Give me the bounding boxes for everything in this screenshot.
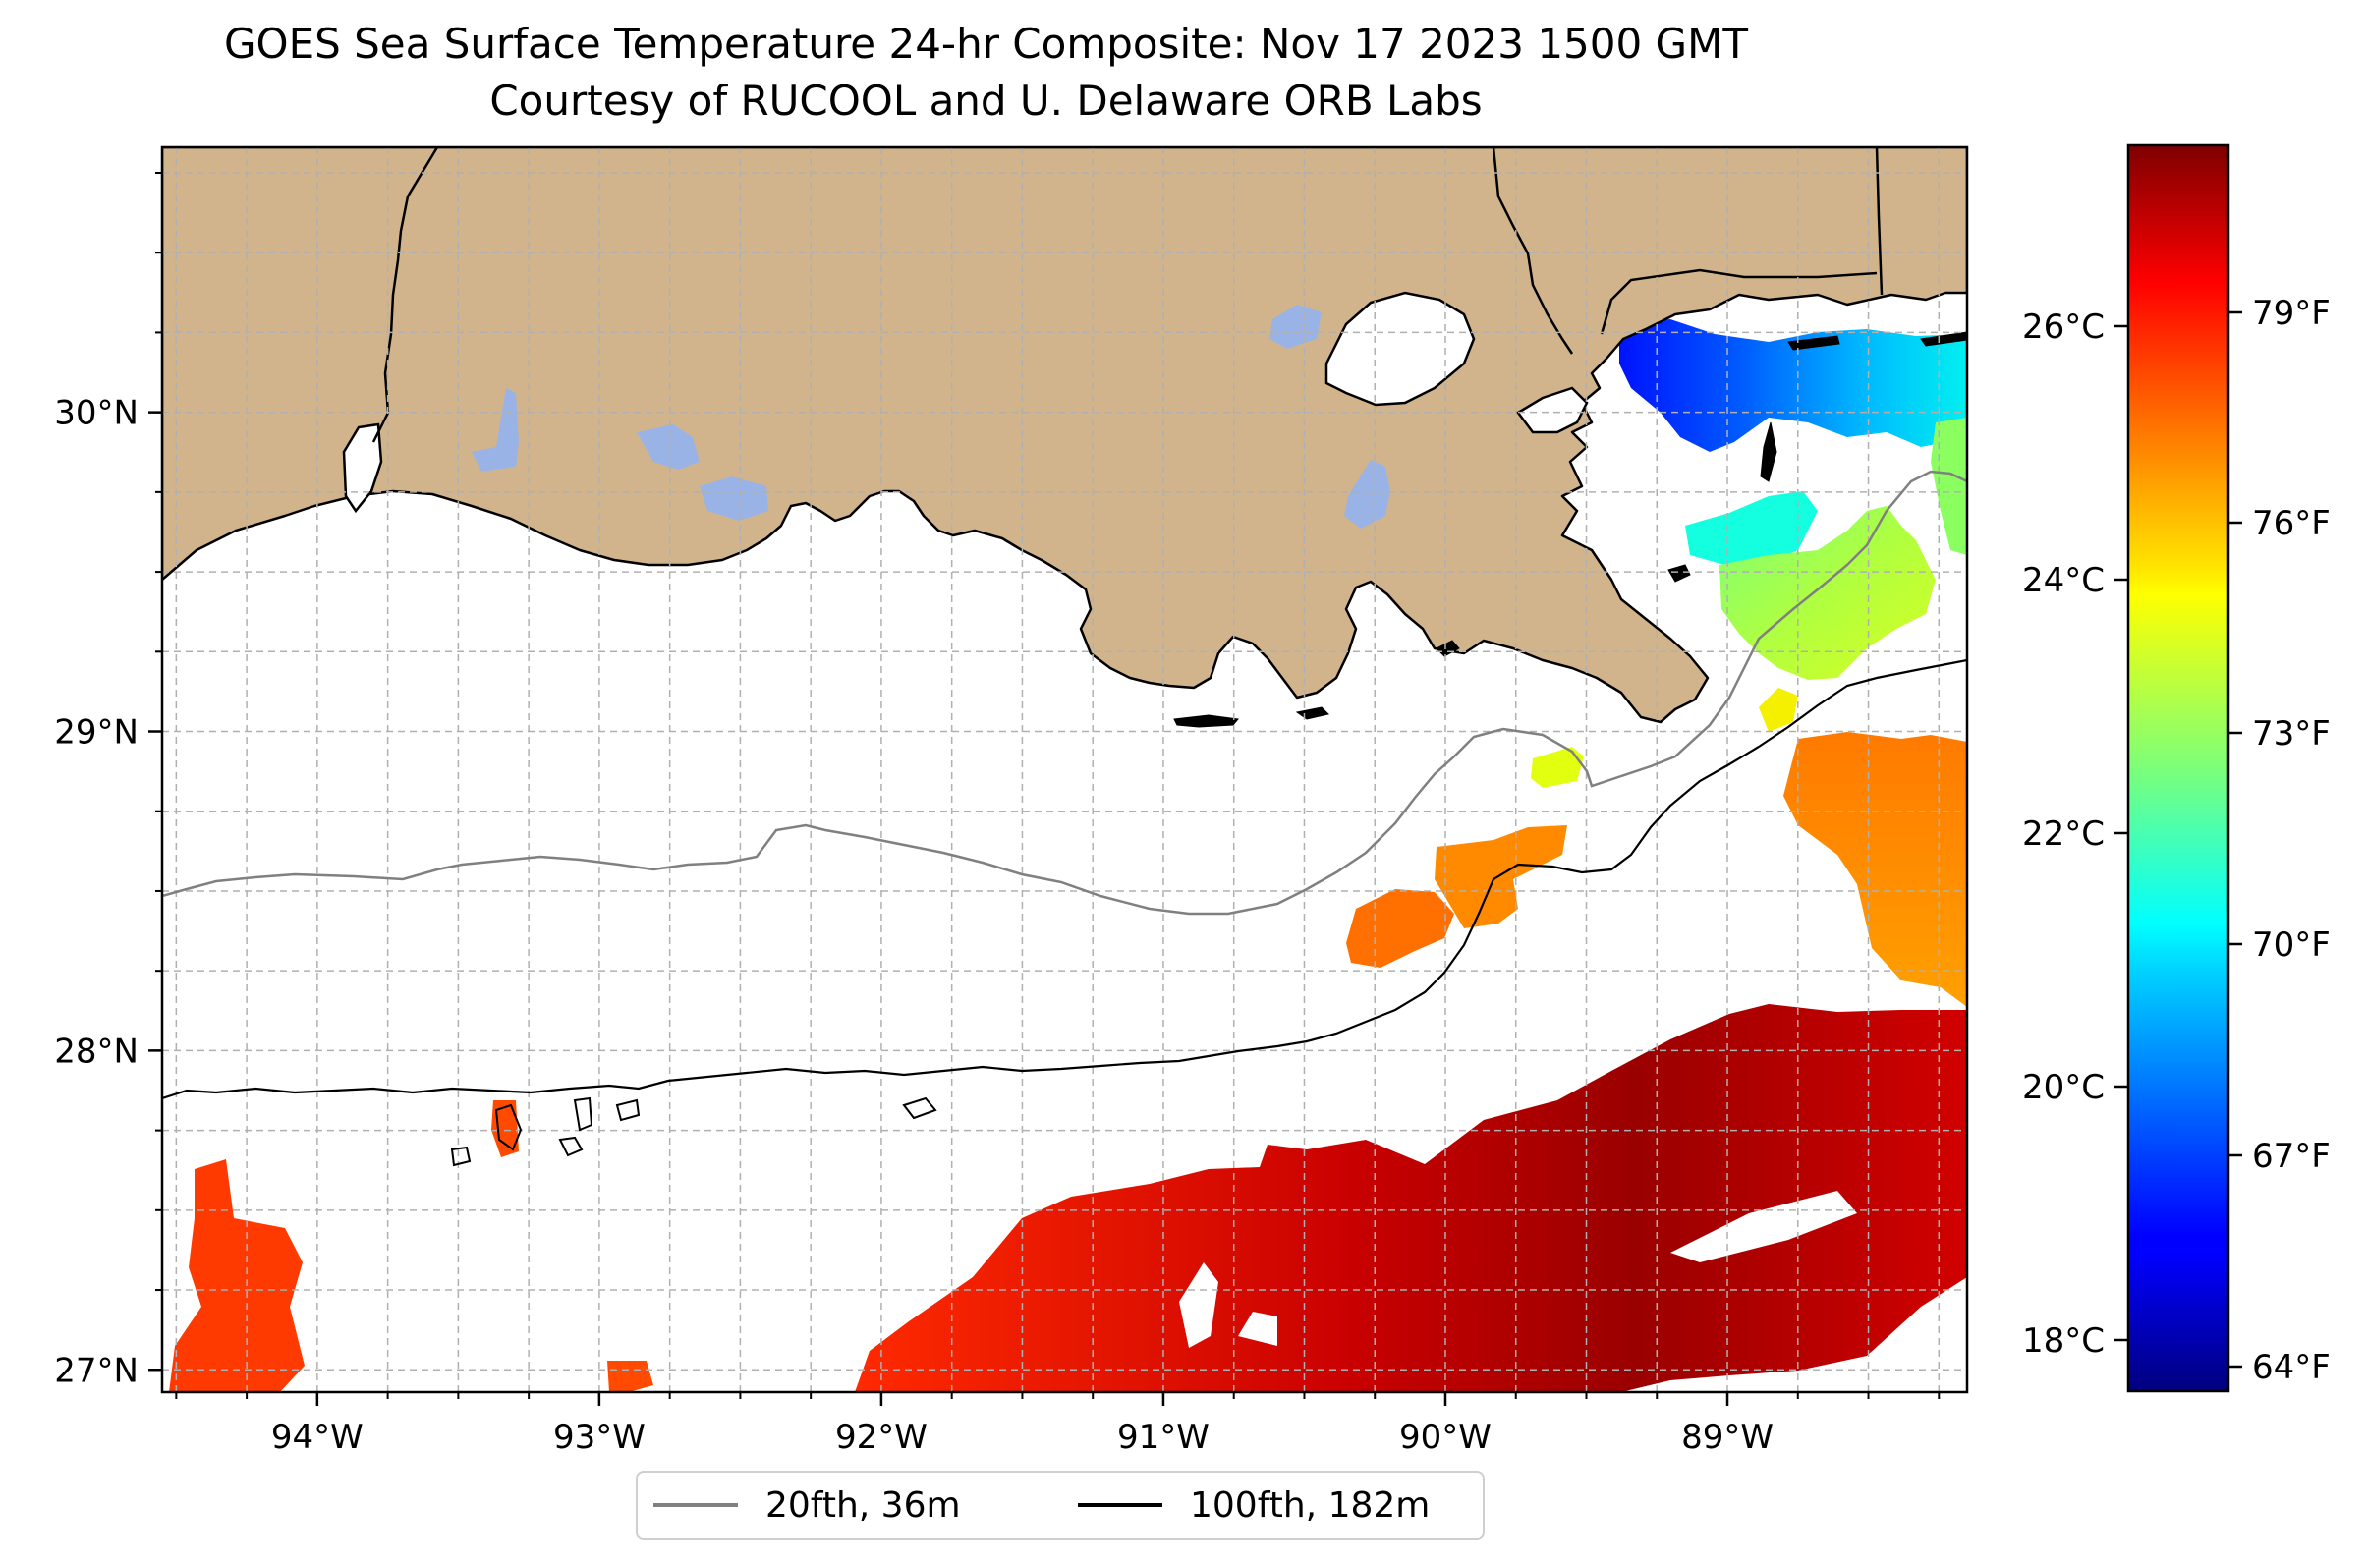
latitude-axis: 27°N 28°N 29°N 30°N <box>54 171 162 1390</box>
isobath-100fth <box>162 658 1967 1100</box>
longitude-axis: 94°W 93°W 92°W 91°W 90°W 89°W <box>175 1392 1941 1457</box>
sst-orange-patch-2 <box>1346 889 1454 968</box>
lon-tick-label: 91°W <box>1117 1418 1210 1457</box>
sst-data-layer <box>169 319 1967 1392</box>
map-frame <box>160 145 1969 1394</box>
legend-swatch-20fth <box>653 1503 738 1507</box>
legend-label-20fth: 20fth, 36m <box>765 1484 961 1526</box>
colorbar-fahrenheit-label: 76°F <box>2252 504 2331 543</box>
inland-lakes <box>472 305 1390 529</box>
lat-tick-label: 29°N <box>54 713 139 753</box>
lon-tick-label: 90°W <box>1399 1418 1492 1457</box>
isobath-20fth <box>162 470 1967 916</box>
map-title: GOES Sea Surface Temperature 24-hr Compo… <box>223 20 1748 68</box>
colorbar-gradient <box>2126 143 2230 1393</box>
legend: 20fth, 36m 100fth, 182m <box>636 1471 1485 1540</box>
colorbar-celsius-label: 18°C <box>2022 1321 2105 1361</box>
legend-item-20fth: 20fth, 36m <box>653 1473 961 1538</box>
sst-warm-small-2 <box>607 1361 653 1392</box>
lat-tick-label: 30°N <box>54 394 139 433</box>
colorbar-celsius-ticks: 18°C 20°C 22°C 24°C 26°C <box>2022 308 2128 1361</box>
sst-warm-west <box>169 1159 305 1392</box>
colorbar-celsius-label: 24°C <box>2022 561 2105 600</box>
colorbar-celsius-label: 20°C <box>2022 1068 2105 1107</box>
sabine-lake <box>342 422 383 514</box>
bathymetry-islets <box>450 1096 937 1167</box>
graticule <box>162 147 1967 1392</box>
lake-pontchartrain <box>1324 291 1476 407</box>
lon-tick-label: 92°W <box>835 1418 928 1457</box>
lat-tick-label: 27°N <box>54 1351 139 1390</box>
colorbar-celsius-label: 22°C <box>2022 814 2105 854</box>
state-border <box>371 147 1884 443</box>
sst-yellow-patch-2 <box>1759 688 1798 732</box>
sst-yellow-patch-1 <box>1531 747 1584 788</box>
sst-warm-gap <box>1179 1191 1857 1348</box>
sst-warm-band <box>855 1004 1967 1392</box>
legend-swatch-100fth <box>1078 1503 1162 1507</box>
map-subtitle: Courtesy of RUCOOL and U. Delaware ORB L… <box>489 77 1483 125</box>
legend-item-100fth: 100fth, 182m <box>1078 1473 1430 1538</box>
sst-green-patch <box>1719 506 1936 680</box>
sst-cyan-patch <box>1685 491 1818 565</box>
sst-green-east <box>1931 418 1967 555</box>
lon-tick-label: 89°W <box>1681 1418 1774 1457</box>
sst-orange-patch-1 <box>1435 825 1567 928</box>
colorbar-fahrenheit-ticks: 64°F 67°F 70°F 73°F 76°F 79°F <box>2228 294 2331 1387</box>
colorbar: 18°C 20°C 22°C 24°C 26°C 64°F 67°F 70°F 73°F 76°… <box>2022 143 2331 1393</box>
sst-warm-small-1 <box>491 1100 519 1157</box>
colorbar-fahrenheit-label: 79°F <box>2252 294 2331 333</box>
colorbar-fahrenheit-label: 70°F <box>2252 925 2331 965</box>
sst-orange-east <box>1783 732 1967 1007</box>
lon-tick-label: 94°W <box>271 1418 364 1457</box>
lon-tick-label: 93°W <box>553 1418 646 1457</box>
sst-cool-north <box>1619 319 1967 452</box>
legend-label-100fth: 100fth, 182m <box>1190 1484 1431 1526</box>
colorbar-fahrenheit-label: 67°F <box>2252 1137 2331 1176</box>
lat-tick-label: 28°N <box>54 1032 139 1071</box>
colorbar-fahrenheit-label: 73°F <box>2252 714 2331 754</box>
colorbar-fahrenheit-label: 64°F <box>2252 1348 2331 1387</box>
colorbar-celsius-label: 26°C <box>2022 308 2105 347</box>
